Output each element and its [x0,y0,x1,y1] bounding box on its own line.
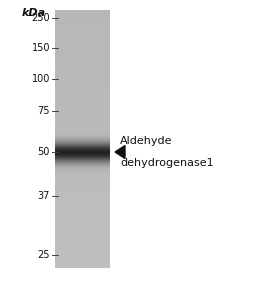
Text: kDa: kDa [22,8,46,18]
Text: 100: 100 [32,74,50,84]
Text: 150: 150 [31,43,50,53]
Text: dehydrogenase1: dehydrogenase1 [120,158,214,168]
Text: Aldehyde: Aldehyde [120,136,173,146]
Text: 25: 25 [37,250,50,260]
Text: 75: 75 [37,106,50,116]
Text: 50: 50 [38,147,50,157]
Text: 250: 250 [31,13,50,23]
Polygon shape [115,146,125,158]
Text: 37: 37 [38,191,50,201]
